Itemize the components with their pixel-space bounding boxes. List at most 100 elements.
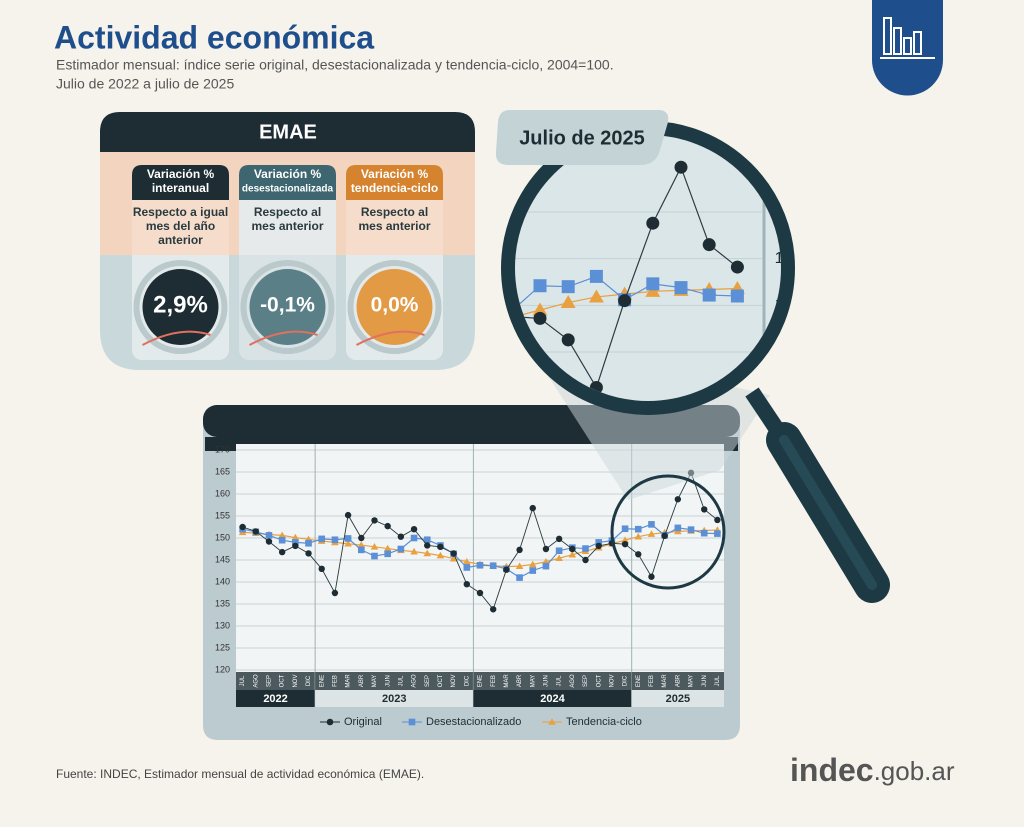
subtitle: Estimador mensual: índice serie original… [56,57,614,73]
point [331,536,339,544]
point [370,543,379,550]
legend-label: Tendencia-ciclo [566,716,642,728]
point [621,536,629,544]
y-tick-label: 125 [215,642,230,652]
point [344,511,352,519]
point [568,550,577,558]
point [621,525,629,533]
point [371,517,378,524]
y-tick-label: 120 [215,664,230,674]
x-tick-label: MAY [689,675,695,688]
x-tick-label: AGO [253,674,259,688]
point [555,535,563,543]
x-tick-label: ABR [359,674,365,687]
point [331,589,339,597]
x-tick-label: OCT [280,674,286,687]
x-tick-label: JUN [385,675,391,687]
point [410,547,418,555]
point [489,606,497,613]
x-tick-label: JUN [544,675,550,687]
point [529,504,536,512]
x-tick-label: SEP [425,675,431,687]
card-description: Respecto al [361,205,428,219]
x-tick-label: DIC [623,675,629,686]
x-tick-label: OCT [438,674,444,687]
card-description: mes anterior [251,219,323,233]
y-tick-label: 170 [215,444,230,454]
point [533,279,547,293]
gauge-arc [356,330,425,346]
point [344,535,352,542]
card-header-bg [346,165,443,200]
card-value: 2,9% [153,291,208,318]
point [635,551,642,558]
point [291,533,300,541]
y-tick-label: 135 [215,598,230,608]
card-header: interanual [152,181,209,195]
year-label: 2022 [263,693,287,705]
point [542,562,550,570]
point [489,562,497,570]
point [532,302,548,316]
point [621,540,629,548]
point [595,542,602,550]
point [701,506,708,513]
point [423,536,431,544]
point [516,574,523,581]
x-tick-label: MAR [346,674,352,688]
point [384,550,391,558]
card-header-bg [239,165,336,200]
point [702,238,716,252]
point [383,544,392,552]
card-description: mes anterior [358,219,430,233]
card-description: anterior [158,233,203,247]
card-header: desestacionalizada [242,184,334,195]
year-band [315,690,474,707]
y-tick-label: 145 [215,554,230,564]
point [674,524,682,532]
x-tick-label: NOV [609,674,615,687]
point [357,541,366,548]
legend-label: Desestacionalizado [426,716,521,728]
year-label: 2025 [666,693,690,705]
point [397,533,405,540]
magnifier-lens [515,135,781,401]
point [278,531,286,539]
point [305,550,312,557]
point [408,718,416,726]
point [555,547,563,555]
point [634,532,643,540]
point [560,295,576,309]
point [371,552,378,560]
point [646,277,660,291]
zoom-y-tick-label: 155 [775,250,802,267]
gauge-arc [249,330,318,346]
x-tick-label: OCT [596,674,602,687]
point [542,545,550,553]
point [476,589,484,597]
x-tick-label: FEB [649,675,655,687]
x-tick-label: ABR [675,674,681,687]
point [450,550,457,557]
logo-text: indec.gob.ar [790,752,955,788]
point [318,565,325,572]
year-band [631,690,724,707]
point [397,545,405,553]
x-tick-label: AGO [570,674,576,688]
point [674,496,682,503]
legend-label: Original [344,716,382,728]
point [569,545,576,553]
point [700,529,708,537]
month-band [315,672,474,690]
point [423,549,432,557]
x-tick-label: JUL [240,675,246,686]
card-header: tendencia-ciclo [351,181,438,195]
point [424,542,431,549]
point [344,539,352,547]
x-tick-label: JUL [398,675,404,686]
point [358,534,365,542]
point [634,525,642,533]
x-tick-label: ENE [636,675,642,687]
point [410,526,418,533]
